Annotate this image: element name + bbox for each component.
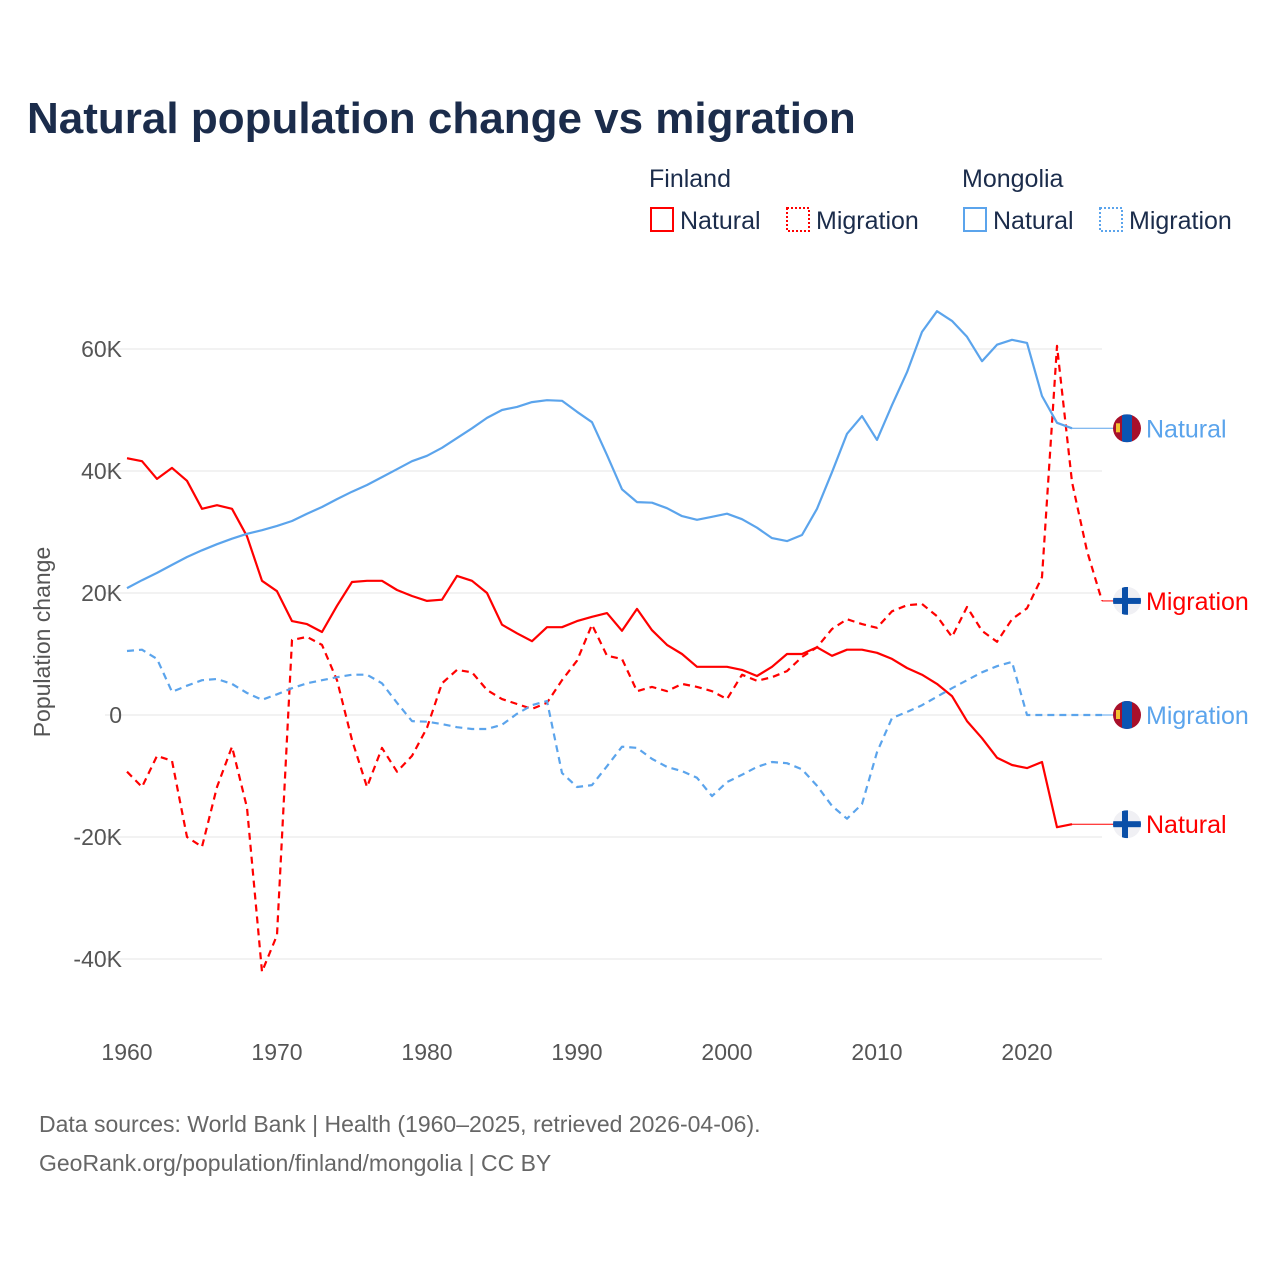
legend-group-finland: Finland — [649, 165, 731, 193]
x-tick-label: 2010 — [851, 1039, 902, 1065]
legend-swatch-mongolia-migration — [1099, 207, 1123, 232]
legend-swatch-finland-natural — [650, 207, 674, 232]
x-tick-label: 1990 — [551, 1039, 602, 1065]
finland-flag-icon — [1113, 810, 1141, 839]
end-label-mongolia-natural: Natural — [1146, 415, 1227, 443]
legend-mongolia-migration[interactable]: Migration — [1129, 207, 1232, 235]
mongolia-flag-icon — [1113, 414, 1141, 443]
legend-finland-natural[interactable]: Natural — [680, 207, 761, 235]
x-tick-label: 1960 — [101, 1039, 152, 1065]
x-tick-label: 2020 — [1001, 1039, 1052, 1065]
y-tick-label: 60K — [81, 336, 123, 362]
y-tick-label: -20K — [73, 824, 122, 850]
y-tick-label: -40K — [73, 946, 122, 972]
end-label-mongolia-migration: Migration — [1146, 702, 1249, 730]
legend-finland-migration[interactable]: Migration — [816, 207, 919, 235]
end-label-finland-migration: Migration — [1146, 588, 1249, 616]
x-ticks: 1960 1970 1980 1990 2000 2010 2020 — [101, 1039, 1052, 1065]
chart-title: Natural population change vs migration — [27, 94, 856, 143]
y-ticks: -40K -20K 0 20K 40K 60K — [73, 336, 122, 972]
footer-link[interactable]: GeoRank.org/population/finland/mongolia … — [39, 1150, 551, 1176]
series-line-mongolia-migration[interactable] — [126, 648, 1102, 820]
legend-swatch-mongolia-natural — [963, 207, 987, 232]
legend-swatch-finland-migration — [786, 207, 810, 232]
y-axis-label: Population change — [29, 547, 55, 738]
x-tick-label: 1980 — [401, 1039, 452, 1065]
footer-sources: Data sources: World Bank | Health (1960–… — [39, 1111, 761, 1137]
x-tick-label: 1970 — [251, 1039, 302, 1065]
series-lines — [126, 310, 1115, 973]
end-label-finland-natural: Natural — [1146, 811, 1227, 839]
gridlines — [105, 348, 1102, 960]
end-labels: Natural Migration Natural Migration — [1113, 414, 1249, 839]
y-tick-label: 20K — [81, 580, 123, 606]
legend-group-mongolia: Mongolia — [962, 165, 1064, 193]
legend-mongolia-natural[interactable]: Natural — [993, 207, 1074, 235]
legend: Finland Natural Migration Mongolia Natur… — [649, 165, 1232, 235]
y-tick-label: 0 — [109, 702, 122, 728]
y-tick-label: 40K — [81, 458, 123, 484]
mongolia-flag-icon — [1113, 701, 1141, 729]
x-tick-label: 2000 — [701, 1039, 752, 1065]
series-line-mongolia-natural[interactable] — [126, 310, 1073, 590]
series-line-finland-natural[interactable] — [126, 457, 1073, 829]
finland-flag-icon — [1113, 586, 1141, 615]
series-line-finland-migration[interactable] — [126, 344, 1104, 973]
